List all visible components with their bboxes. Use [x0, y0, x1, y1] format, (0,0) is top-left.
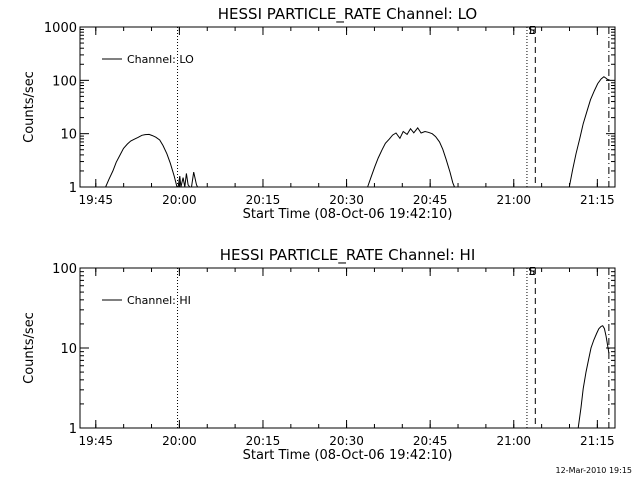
marker-label-S: S	[528, 265, 535, 278]
y-tick-label: 10	[60, 128, 77, 143]
x-tick-label: 19:45	[78, 193, 113, 207]
x-tick-label: 20:30	[329, 193, 364, 207]
chart-panel-2: HESSI PARTICLE_RATE Channel: HI 19:45 20:0…	[22, 246, 616, 463]
series-line	[105, 133, 178, 188]
y-tick-label: 1	[69, 181, 77, 196]
plot-frame	[79, 26, 616, 188]
x-tick-label: 21:00	[496, 193, 531, 207]
y-tick-label: 100	[52, 262, 77, 277]
marker-label-E: E	[529, 265, 536, 278]
x-axis-label: Start Time (08-Oct-06 19:42:10)	[243, 207, 453, 222]
y-axis-label: Counts/sec	[22, 312, 37, 384]
x-axis-label: Start Time (08-Oct-06 19:42:10)	[243, 448, 453, 463]
x-tick-label: 20:45	[413, 193, 448, 207]
x-tick-label: 21:15	[580, 193, 615, 207]
x-tick-label: 20:45	[413, 434, 448, 448]
x-tick-label: 20:00	[162, 193, 197, 207]
y-axis-label: Counts/sec	[22, 71, 37, 143]
series-line	[367, 127, 455, 188]
x-tick-label: 20:30	[329, 434, 364, 448]
series-line	[577, 325, 610, 429]
series-line	[177, 173, 191, 188]
chart-title: HESSI PARTICLE_RATE Channel: HI	[220, 246, 476, 265]
marker-label-S: S	[528, 24, 535, 37]
x-tick-label: 20:15	[246, 193, 281, 207]
y-tick-label: 100	[52, 74, 77, 89]
x-tick-label: 20:00	[162, 434, 197, 448]
plot-frame	[79, 267, 616, 429]
chart-panel-1: HESSI PARTICLE_RATE Channel: LO 19:45 20:0…	[22, 5, 616, 222]
series-line	[568, 76, 610, 188]
marker-label-E: E	[529, 24, 536, 37]
x-tick-label: 21:15	[580, 434, 615, 448]
legend-label: Channel: HI	[127, 294, 191, 307]
x-tick-label: 20:15	[246, 434, 281, 448]
y-tick-label: 1	[69, 422, 77, 437]
y-tick-label: 10	[60, 342, 77, 357]
chart-title: HESSI PARTICLE_RATE Channel: LO	[218, 5, 477, 24]
series-line	[191, 171, 199, 188]
x-tick-label: 21:00	[496, 434, 531, 448]
x-tick-label: 19:45	[78, 434, 113, 448]
footer-timestamp: 12-Mar-2010 19:15	[555, 466, 633, 475]
legend-label: Channel: LO	[127, 53, 194, 66]
y-tick-label: 1000	[44, 21, 77, 36]
